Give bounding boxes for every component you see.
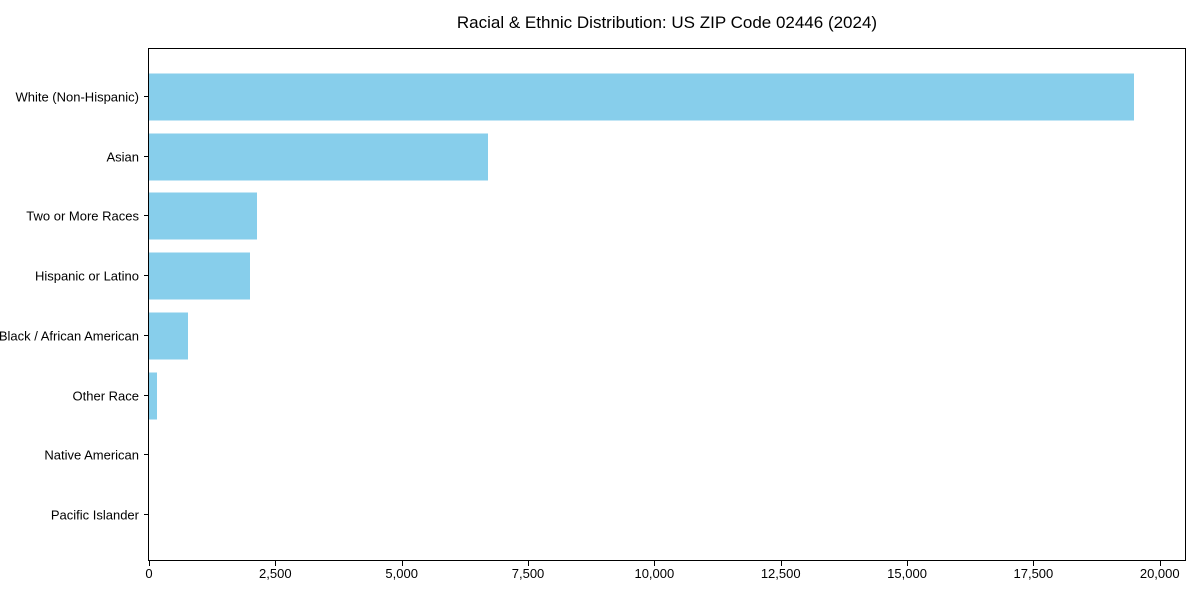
y-tick-mark [144, 275, 148, 277]
x-tick-label: 10,000 [634, 566, 675, 581]
x-tick-mark [528, 561, 530, 566]
bar-row: Asian [106, 127, 1185, 187]
bar [149, 312, 189, 360]
x-tick-mark [780, 561, 782, 566]
y-tick-label: Black / African American [0, 328, 139, 344]
y-tick-mark [144, 155, 148, 157]
bar [149, 192, 258, 240]
y-tick-label: Pacific Islander [50, 507, 139, 523]
y-tick-mark [144, 514, 148, 516]
x-tick-mark [275, 561, 277, 566]
y-tick-mark [144, 334, 148, 336]
y-tick-mark [144, 454, 148, 456]
x-tick-label: 5,000 [385, 566, 418, 581]
y-tick-mark [144, 95, 148, 97]
y-tick-label: Other Race [72, 388, 139, 404]
x-tick-label: 17,500 [1013, 566, 1054, 581]
x-tick-mark [401, 561, 403, 566]
bar-row: Other Race [73, 366, 1185, 426]
bar [149, 252, 251, 300]
x-tick-mark [654, 561, 656, 566]
y-tick-label: Asian [106, 149, 139, 165]
bar-row: Two or More Races [26, 187, 1185, 247]
y-tick-label: White (Non-Hispanic) [15, 89, 139, 105]
bar [149, 133, 488, 181]
x-tick-mark [907, 561, 909, 566]
y-tick-label: Hispanic or Latino [34, 268, 139, 284]
x-tick-label: 7,500 [511, 566, 545, 581]
x-tick-label: 12,500 [760, 566, 801, 581]
x-tick-label: 20,000 [1139, 566, 1180, 581]
bar-row: Hispanic or Latino [35, 246, 1185, 306]
chart-title: Racial & Ethnic Distribution: US ZIP Cod… [456, 13, 878, 32]
y-tick-mark [144, 215, 148, 217]
x-tick-mark [1159, 561, 1161, 566]
bar-row: Native American [44, 426, 1185, 486]
bar-row: Pacific Islander [51, 485, 1185, 545]
y-tick-mark [144, 394, 148, 396]
x-tick-mark [1033, 561, 1035, 566]
bar [149, 73, 1135, 121]
bar [149, 372, 157, 420]
x-tick-mark [149, 561, 150, 566]
plot-area: White (Non-Hispanic) Asian Two or More Rac… [0, 48, 1186, 580]
y-tick-label: Native American [44, 447, 139, 463]
y-tick-label: Two or More Races [26, 208, 139, 224]
x-tick-label: 2,500 [259, 566, 292, 581]
bar-row: White (Non-Hispanic) [15, 67, 1185, 127]
bar-row: Black / African American [0, 306, 1185, 366]
x-tick-label: 0 [145, 566, 153, 581]
x-tick-label: 15,000 [887, 566, 927, 581]
